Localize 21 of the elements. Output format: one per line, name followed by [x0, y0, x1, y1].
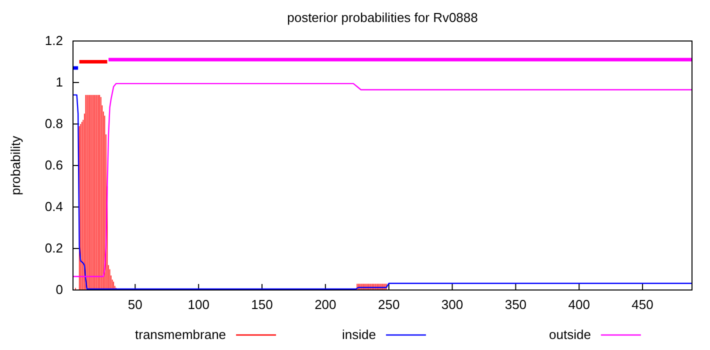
- y-tick-label: 0.6: [44, 158, 63, 173]
- y-tick-label: 1: [56, 74, 63, 90]
- x-tick-label: 150: [251, 297, 273, 312]
- y-tick-label: 1.2: [44, 33, 63, 48]
- x-tick-label: 400: [568, 297, 590, 312]
- legend-label: inside: [342, 327, 376, 342]
- y-tick-label: 0.4: [44, 199, 63, 214]
- x-tick-label: 100: [188, 297, 210, 312]
- y-tick-label: 0.2: [44, 240, 63, 256]
- chart-title: posterior probabilities for Rv0888: [287, 10, 478, 25]
- y-tick-label: 0: [56, 282, 63, 298]
- x-tick-label: 300: [441, 297, 464, 312]
- x-tick-label: 450: [632, 297, 654, 312]
- x-tick-label: 50: [128, 297, 142, 312]
- x-tick-label: 200: [314, 297, 336, 312]
- legend-label: transmembrane: [135, 327, 226, 342]
- legend-label: outside: [549, 327, 591, 342]
- x-tick-label: 250: [378, 297, 400, 312]
- x-tick-label: 350: [504, 297, 527, 312]
- y-axis-title: probability: [8, 135, 23, 196]
- y-tick-label: 0.8: [44, 116, 63, 132]
